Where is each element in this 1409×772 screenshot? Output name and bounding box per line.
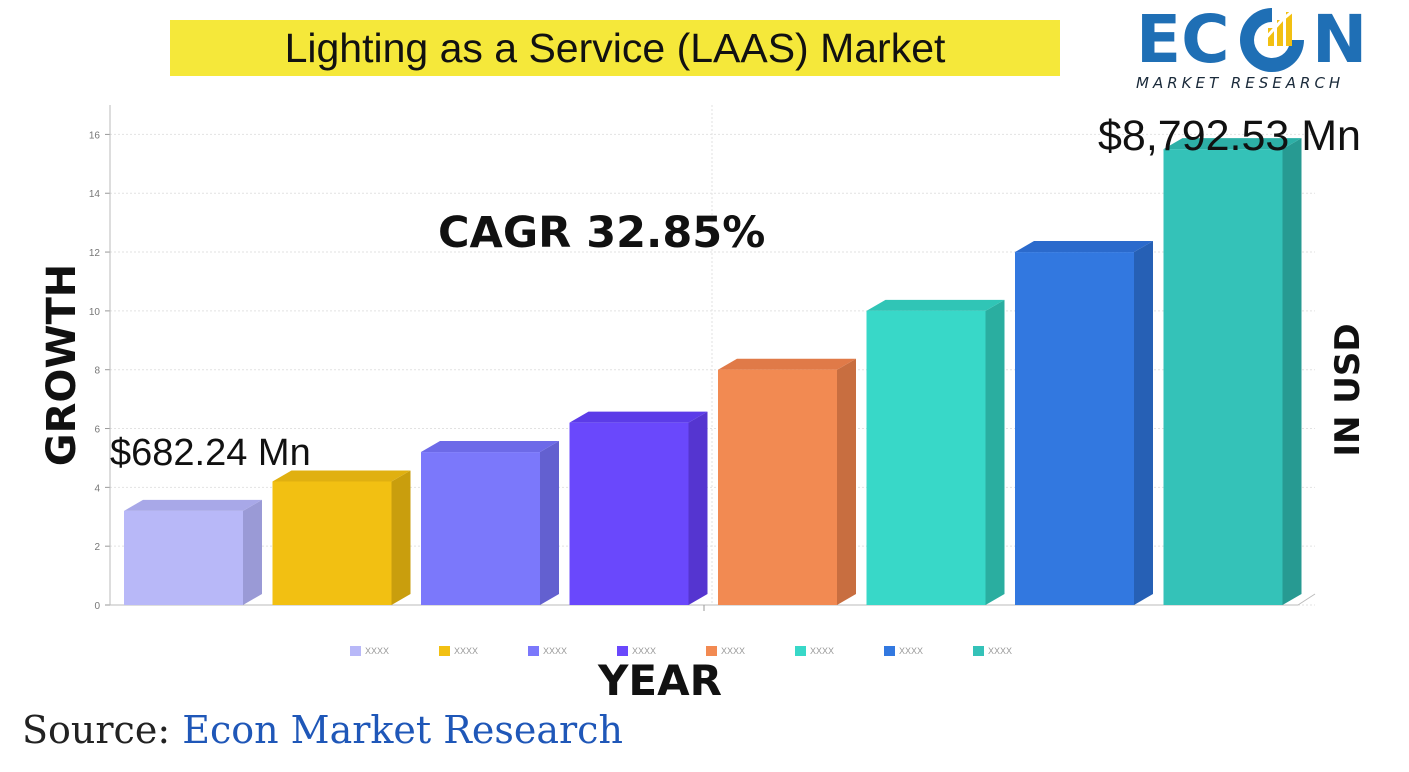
end-value-annotation: $8,792.53 Mn (1098, 112, 1361, 160)
bar-side (243, 499, 262, 605)
bar (124, 510, 243, 605)
bar-top (272, 470, 411, 482)
currency-label: IN USD (1328, 323, 1368, 457)
bar-side (1282, 138, 1302, 605)
legend-label: XXXX (988, 646, 1013, 656)
legend-swatch (350, 646, 361, 656)
x-axis-label: YEAR (598, 656, 722, 705)
econ-logo-graphic: EC N (1136, 1, 1367, 78)
source-value: Econ Market Research (182, 708, 623, 752)
y-tick-label: 2 (94, 542, 100, 553)
bar (718, 369, 837, 605)
econ-logo: EC N MARKET RESEARCH (1122, 0, 1392, 98)
legend-swatch (706, 646, 717, 656)
bar-top (124, 499, 262, 511)
legend-item: XXXX (439, 644, 528, 658)
bar-top (718, 358, 856, 370)
source-line: Source: Econ Market Research (22, 708, 623, 752)
y-tick-label: 12 (89, 248, 101, 259)
bar-top (1015, 241, 1153, 253)
bar-top (1163, 138, 1302, 150)
legend-swatch (439, 646, 450, 656)
bar (421, 452, 540, 605)
bar-side (688, 411, 708, 605)
y-tick-label: 4 (94, 483, 100, 494)
legend-item: XXXX (617, 644, 706, 658)
legend-swatch (528, 646, 539, 656)
y-axis-label: GROWTH (39, 263, 85, 467)
bar (1015, 252, 1134, 605)
legend-item: XXXX (973, 644, 1062, 658)
svg-text:N: N (1312, 1, 1367, 74)
legend-item: XXXX (528, 644, 617, 658)
y-tick-label: 6 (94, 425, 100, 436)
legend-swatch (617, 646, 628, 656)
y-tick-label: 10 (89, 307, 101, 318)
bar (569, 422, 689, 605)
chart-legend: XXXX XXXX XXXX XXXX XXXX XXXX XXXX XXXX (350, 644, 1062, 658)
source-label: Source: (22, 708, 171, 752)
svg-text:EC: EC (1136, 1, 1230, 74)
cagr-annotation: CAGR 32.85% (438, 208, 766, 258)
legend-label: XXXX (810, 646, 835, 656)
bar-side (540, 441, 559, 605)
y-tick-label: 16 (89, 130, 101, 141)
legend-label: XXXX (632, 646, 657, 656)
legend-label: XXXX (365, 646, 390, 656)
bar-side (391, 470, 411, 605)
legend-label: XXXX (454, 646, 479, 656)
logo-o-mark-icon (1240, 8, 1304, 72)
bar (866, 310, 986, 605)
legend-item: XXXX (350, 644, 439, 658)
bar-top (866, 299, 1005, 311)
legend-label: XXXX (721, 646, 746, 656)
title-highlight: Lighting as a Service (LAAS) Market (170, 20, 1060, 76)
bar (1163, 149, 1283, 605)
bar (272, 481, 392, 605)
legend-item: XXXX (884, 644, 973, 658)
y-tick-label: 14 (89, 189, 101, 200)
legend-swatch (795, 646, 806, 656)
legend-swatch (884, 646, 895, 656)
y-tick-label: 0 (94, 601, 100, 612)
logo-subtitle: MARKET RESEARCH (1136, 74, 1345, 92)
bar-top (421, 441, 559, 453)
legend-label: XXXX (543, 646, 568, 656)
start-value-annotation: $682.24 Mn (110, 432, 311, 474)
chart-title: Lighting as a Service (LAAS) Market (284, 24, 946, 71)
y-tick-label: 8 (94, 366, 100, 377)
legend-item: XXXX (706, 644, 795, 658)
x-axis-depth-line (1297, 593, 1316, 606)
bar-top (569, 411, 708, 423)
legend-label: XXXX (899, 646, 924, 656)
bar-side (1134, 241, 1153, 605)
bar-side (985, 299, 1005, 605)
bar-side (837, 358, 856, 605)
legend-swatch (973, 646, 984, 656)
legend-item: XXXX (795, 644, 884, 658)
